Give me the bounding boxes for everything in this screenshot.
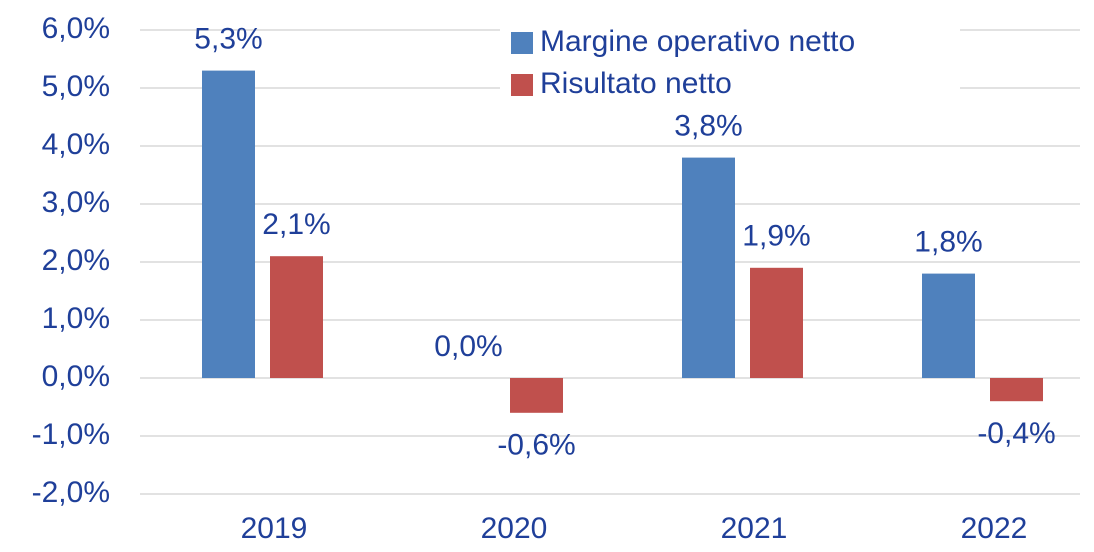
y-tick-label: 0,0% <box>42 360 110 393</box>
value-label: 5,3% <box>194 23 262 56</box>
value-label: 1,8% <box>914 226 982 259</box>
value-label: -0,4% <box>977 417 1055 450</box>
bar <box>510 378 563 413</box>
bar <box>202 70 255 378</box>
legend-background <box>500 20 960 100</box>
y-tick-label: 3,0% <box>42 186 110 219</box>
x-tick-label: 2019 <box>241 512 308 545</box>
legend-label: Margine operativo netto <box>540 25 855 58</box>
bar <box>990 378 1043 402</box>
y-tick-label: -1,0% <box>32 418 110 451</box>
x-tick-label: 2022 <box>961 512 1028 545</box>
y-tick-label: -2,0% <box>32 476 110 509</box>
bar <box>750 267 803 378</box>
y-tick-label: 1,0% <box>42 302 110 335</box>
x-tick-label: 2020 <box>481 512 548 545</box>
bar <box>922 273 975 378</box>
y-tick-label: 4,0% <box>42 128 110 161</box>
x-tick-label: 2021 <box>721 512 788 545</box>
y-tick-label: 6,0% <box>42 12 110 45</box>
legend-swatch <box>511 74 533 96</box>
y-tick-label: 2,0% <box>42 244 110 277</box>
y-tick-label: 5,0% <box>42 70 110 103</box>
value-label: -0,6% <box>497 429 575 462</box>
value-label: 0,0% <box>434 330 502 363</box>
value-label: 2,1% <box>262 208 330 241</box>
value-label: 1,9% <box>742 220 810 253</box>
value-label: 3,8% <box>674 110 742 143</box>
legend-label: Risultato netto <box>540 67 732 100</box>
legend-swatch <box>511 32 533 54</box>
bar <box>682 157 735 378</box>
bar <box>270 256 323 378</box>
